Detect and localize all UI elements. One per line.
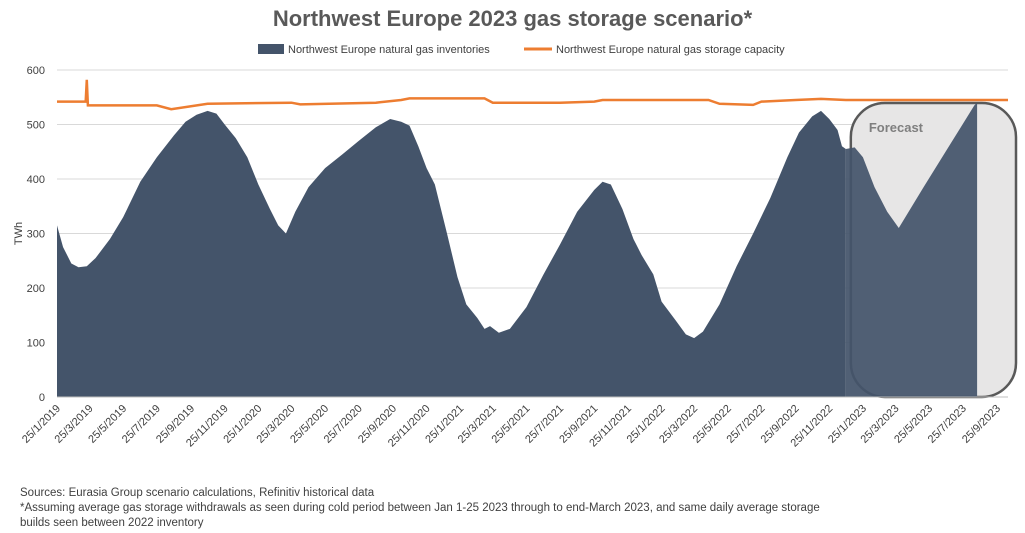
line-layer [57,79,1008,111]
area-layer [57,102,978,397]
y-tick-label: 400 [27,174,45,186]
y-tick-label: 200 [27,283,45,295]
chart-title: Northwest Europe 2023 gas storage scenar… [272,6,753,31]
y-axis-label: TWh [13,222,25,245]
y-tick-label: 600 [27,65,45,77]
y-tick-label: 500 [27,120,45,132]
y-tick-label: 300 [27,229,45,241]
legend-inventories-label: Northwest Europe natural gas inventories [288,44,490,56]
inventories-area [57,110,846,397]
legend-layer: Northwest Europe natural gas inventories… [258,44,785,56]
source-note: Sources: Eurasia Group scenario calculat… [20,487,375,499]
forecast-label: Forecast [869,120,924,135]
legend-inventories-swatch [258,44,284,54]
capacity-line [57,79,1008,111]
legend-capacity-label: Northwest Europe natural gas storage cap… [556,44,785,56]
y-tick-label: 100 [27,338,45,350]
forecast-inventories-area [845,102,978,397]
assumption-note: *Assuming average gas storage withdrawal… [20,502,820,529]
y-tick-label: 0 [39,392,45,404]
